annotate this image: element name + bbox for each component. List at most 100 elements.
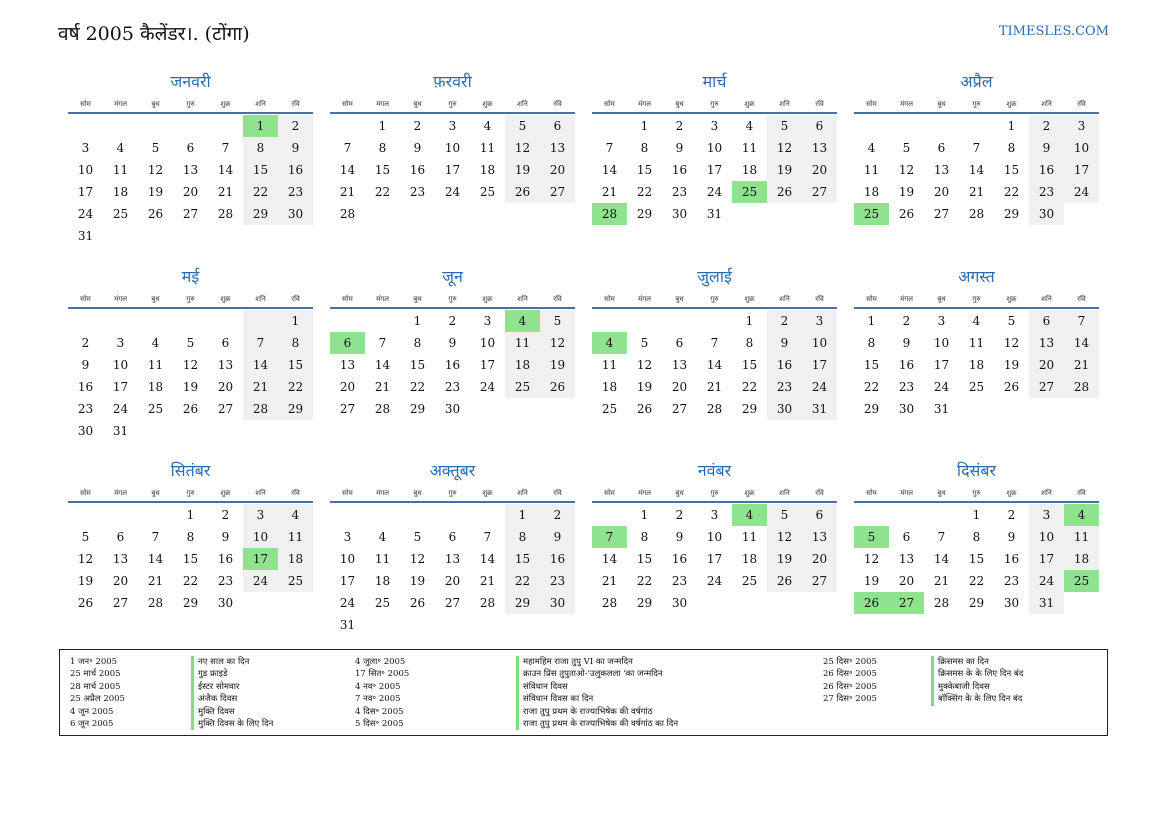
day-cell[interactable]: 4: [1064, 504, 1099, 526]
day-cell[interactable]: 11: [601, 358, 618, 372]
day-cell[interactable]: 3: [483, 314, 492, 328]
day-cell[interactable]: 9: [413, 141, 422, 155]
day-cell[interactable]: 23: [540, 570, 575, 592]
day-cell[interactable]: 20: [339, 380, 356, 394]
day-cell[interactable]: 19: [1003, 358, 1020, 372]
day-cell[interactable]: 20: [898, 574, 915, 588]
day-cell[interactable]: 26: [767, 181, 802, 203]
day-cell[interactable]: 8: [1007, 141, 1016, 155]
day-cell[interactable]: 25: [278, 570, 313, 592]
day-cell[interactable]: 29: [278, 398, 313, 420]
day-cell[interactable]: 21: [339, 185, 356, 199]
day-cell[interactable]: 31: [112, 424, 129, 438]
day-cell[interactable]: 6: [448, 530, 457, 544]
day-cell[interactable]: 7: [221, 141, 230, 155]
day-cell[interactable]: 25: [732, 181, 767, 203]
day-cell[interactable]: 25: [741, 574, 758, 588]
day-cell[interactable]: 14: [217, 163, 234, 177]
day-cell[interactable]: 15: [278, 354, 313, 376]
day-cell[interactable]: 10: [706, 530, 723, 544]
day-cell[interactable]: 25: [479, 185, 496, 199]
day-cell[interactable]: 31: [1029, 592, 1064, 614]
day-cell[interactable]: 29: [741, 402, 758, 416]
day-cell[interactable]: 3: [243, 504, 278, 526]
day-cell[interactable]: 7: [343, 141, 352, 155]
day-cell[interactable]: 11: [505, 332, 540, 354]
day-cell[interactable]: 5: [81, 530, 90, 544]
day-cell[interactable]: 19: [898, 185, 915, 199]
day-cell[interactable]: 22: [636, 185, 653, 199]
day-cell[interactable]: 4: [151, 336, 160, 350]
day-cell[interactable]: 7: [592, 526, 627, 548]
day-cell[interactable]: 17: [933, 358, 950, 372]
day-cell[interactable]: 15: [374, 163, 391, 177]
day-cell[interactable]: 26: [505, 181, 540, 203]
day-cell[interactable]: 13: [802, 137, 837, 159]
day-cell[interactable]: 11: [278, 526, 313, 548]
day-cell[interactable]: 9: [1029, 137, 1064, 159]
day-cell[interactable]: 10: [243, 526, 278, 548]
day-cell[interactable]: 11: [147, 358, 164, 372]
day-cell[interactable]: 6: [116, 530, 125, 544]
day-cell[interactable]: 19: [409, 574, 426, 588]
day-cell[interactable]: 22: [741, 380, 758, 394]
day-cell[interactable]: 29: [409, 402, 426, 416]
day-cell[interactable]: 23: [278, 181, 313, 203]
day-cell[interactable]: 23: [767, 376, 802, 398]
day-cell[interactable]: 5: [854, 526, 889, 548]
day-cell[interactable]: 10: [112, 358, 129, 372]
day-cell[interactable]: 21: [601, 574, 618, 588]
day-cell[interactable]: 24: [77, 207, 94, 221]
day-cell[interactable]: 5: [767, 504, 802, 526]
day-cell[interactable]: 22: [243, 181, 278, 203]
day-cell[interactable]: 24: [339, 596, 356, 610]
day-cell[interactable]: 21: [933, 574, 950, 588]
day-cell[interactable]: 29: [968, 596, 985, 610]
day-cell[interactable]: 16: [1029, 159, 1064, 181]
day-cell[interactable]: 22: [409, 380, 426, 394]
day-cell[interactable]: 8: [278, 332, 313, 354]
day-cell[interactable]: 19: [767, 159, 802, 181]
day-cell[interactable]: 9: [767, 332, 802, 354]
day-cell[interactable]: 31: [802, 398, 837, 420]
day-cell[interactable]: 12: [1003, 336, 1020, 350]
day-cell[interactable]: 8: [867, 336, 876, 350]
day-cell[interactable]: 18: [863, 185, 880, 199]
day-cell[interactable]: 2: [767, 310, 802, 332]
day-cell[interactable]: 7: [151, 530, 160, 544]
day-cell[interactable]: 16: [540, 548, 575, 570]
day-cell[interactable]: 5: [505, 115, 540, 137]
day-cell[interactable]: 24: [112, 402, 129, 416]
day-cell[interactable]: 25: [505, 376, 540, 398]
day-cell[interactable]: 24: [479, 380, 496, 394]
day-cell[interactable]: 18: [112, 185, 129, 199]
day-cell[interactable]: 7: [937, 530, 946, 544]
day-cell[interactable]: 16: [671, 163, 688, 177]
day-cell[interactable]: 28: [1064, 376, 1099, 398]
day-cell[interactable]: 19: [147, 185, 164, 199]
day-cell[interactable]: 6: [675, 336, 684, 350]
day-cell[interactable]: 18: [741, 163, 758, 177]
day-cell[interactable]: 25: [601, 402, 618, 416]
day-cell[interactable]: 4: [483, 119, 492, 133]
day-cell[interactable]: 26: [409, 596, 426, 610]
day-cell[interactable]: 27: [182, 207, 199, 221]
day-cell[interactable]: 28: [601, 596, 618, 610]
day-cell[interactable]: 20: [182, 185, 199, 199]
day-cell[interactable]: 14: [479, 552, 496, 566]
day-cell[interactable]: 28: [217, 207, 234, 221]
day-cell[interactable]: 28: [933, 596, 950, 610]
day-cell[interactable]: 1: [972, 508, 981, 522]
day-cell[interactable]: 13: [802, 526, 837, 548]
day-cell[interactable]: 27: [339, 402, 356, 416]
day-cell[interactable]: 30: [278, 203, 313, 225]
day-cell[interactable]: 14: [706, 358, 723, 372]
day-cell[interactable]: 3: [1064, 115, 1099, 137]
day-cell[interactable]: 3: [81, 141, 90, 155]
day-cell[interactable]: 26: [1003, 380, 1020, 394]
day-cell[interactable]: 6: [1029, 310, 1064, 332]
day-cell[interactable]: 17: [444, 163, 461, 177]
day-cell[interactable]: 11: [374, 552, 391, 566]
day-cell[interactable]: 8: [972, 530, 981, 544]
day-cell[interactable]: 8: [505, 526, 540, 548]
